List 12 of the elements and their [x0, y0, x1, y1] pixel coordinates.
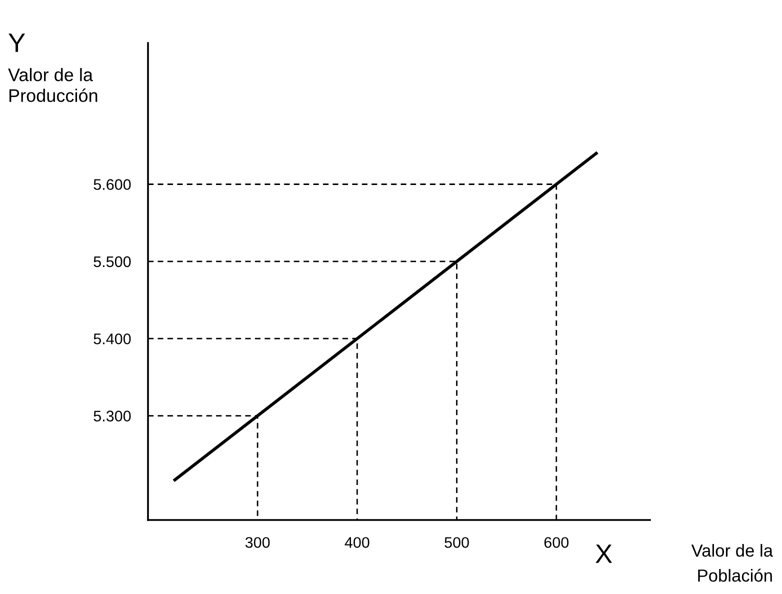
x-axis-title: Valor de la Población: [691, 544, 774, 582]
x-tick-label: 300: [245, 537, 270, 548]
x-tick-label: 400: [344, 537, 370, 548]
x-tick-label: 500: [444, 537, 469, 548]
y-tick-label: 5.400: [94, 333, 131, 344]
text: Y: [8, 34, 26, 52]
text: X: [596, 544, 612, 563]
x-tick-label: 600: [544, 537, 569, 548]
y-axis-title: Valor de la Producción: [8, 68, 98, 102]
y-tick-label: 5.300: [94, 410, 131, 422]
y-tick-label: 5.600: [94, 179, 131, 190]
y-tick-label: 5.500: [94, 256, 131, 268]
